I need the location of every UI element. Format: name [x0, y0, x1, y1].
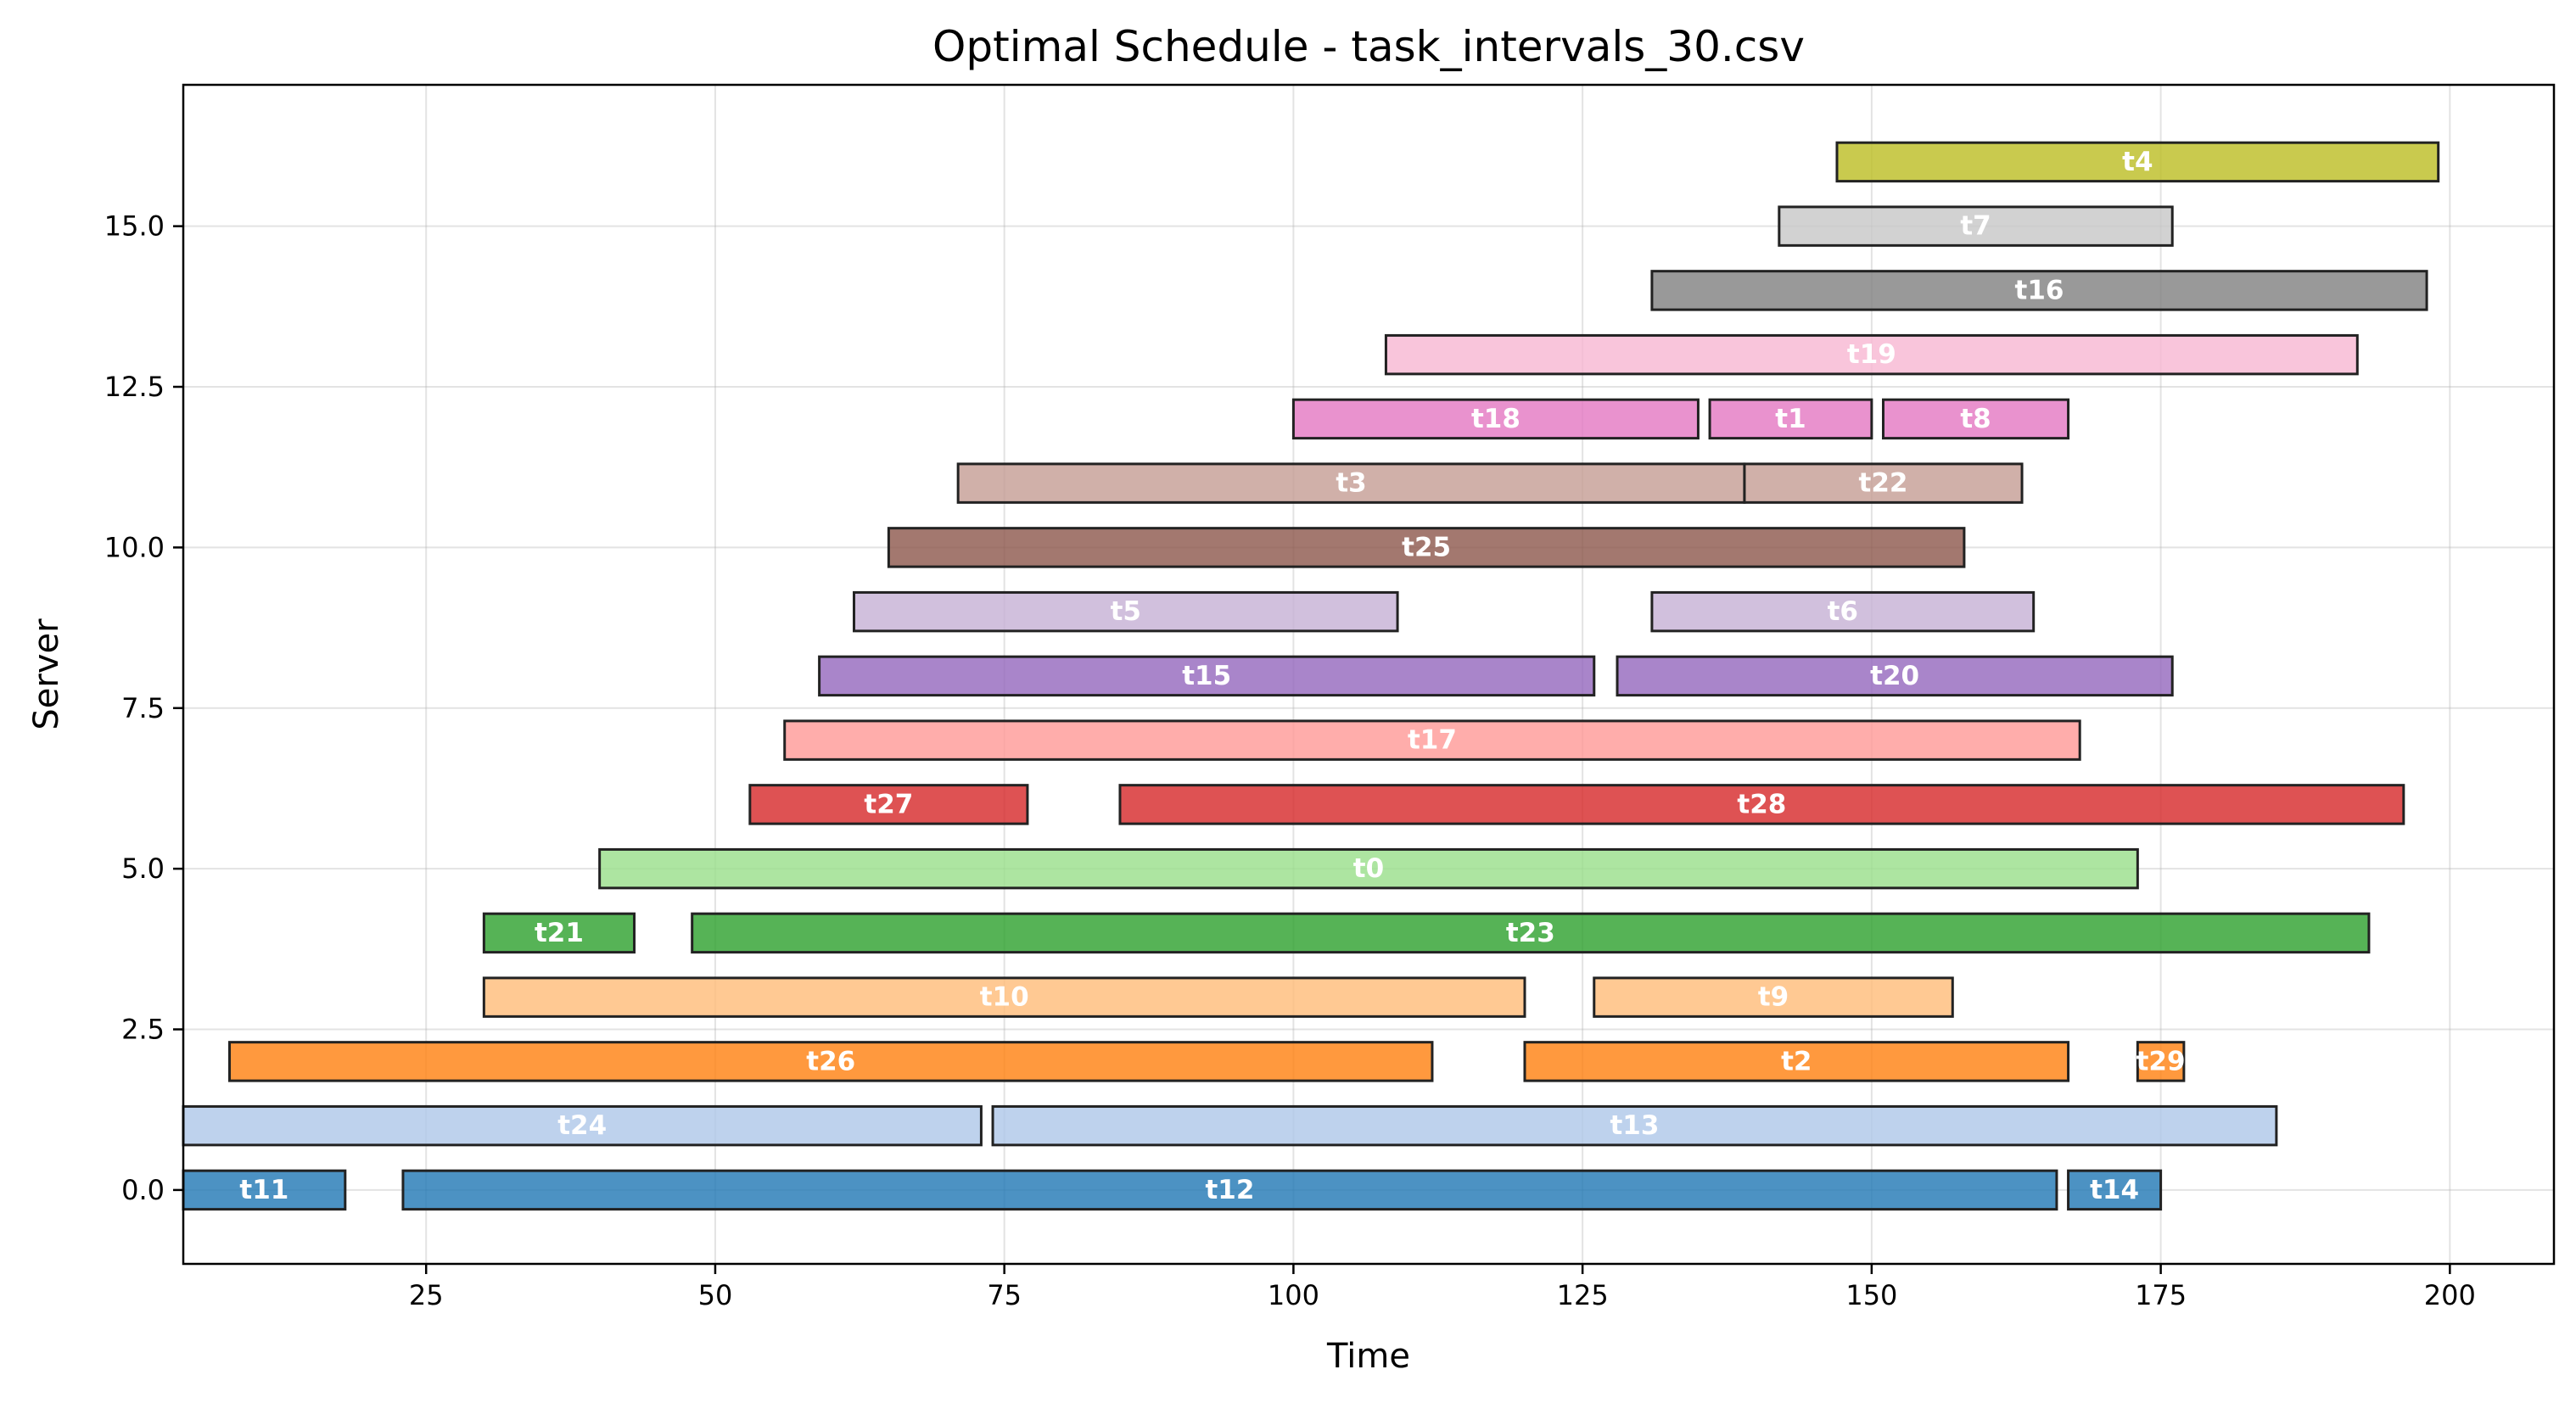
- task-bar-t0: [598, 847, 2139, 890]
- task-label-t21: t21: [535, 918, 584, 948]
- task-bar-t23: [691, 912, 2371, 954]
- task-label-t10: t10: [980, 982, 1029, 1013]
- task-label-t6: t6: [1828, 596, 1858, 627]
- y-tick-label: 0.0: [121, 1174, 165, 1206]
- task-bars: [182, 141, 2440, 1211]
- task-label-t5: t5: [1111, 596, 1141, 627]
- task-bar-t24: [182, 1104, 983, 1147]
- task-label-t23: t23: [1506, 918, 1555, 948]
- task-bar-t29: [2136, 1041, 2186, 1082]
- task-label-t17: t17: [1408, 725, 1457, 756]
- task-bar-t26: [228, 1041, 1434, 1082]
- task-label-t29: t29: [2136, 1046, 2186, 1076]
- x-tick-label: 25: [409, 1279, 444, 1311]
- task-bar-t22: [1743, 462, 2024, 504]
- x-axis-title: Time: [1326, 1337, 1410, 1376]
- y-tick-label: 12.5: [104, 371, 165, 403]
- task-label-t24: t24: [557, 1110, 607, 1141]
- task-bar-t14: [2067, 1169, 2163, 1211]
- task-bar-t20: [1616, 655, 2174, 697]
- task-bar-t1: [1708, 398, 1873, 440]
- x-tick-label: 175: [2135, 1279, 2187, 1311]
- task-label-t2: t2: [1781, 1046, 1812, 1076]
- task-bar-t2: [1523, 1041, 2070, 1082]
- y-axis-title: Server: [27, 618, 66, 730]
- plot-frame: [182, 83, 2556, 1266]
- task-bar-t8: [1882, 398, 2070, 440]
- x-axis: 25 50 75 100 125 150 175 200: [409, 1264, 2476, 1311]
- task-bar-t12: [401, 1169, 2058, 1211]
- task-label-t20: t20: [1870, 661, 1919, 691]
- task-bar-t4: [1835, 141, 2440, 183]
- task-bar-t10: [482, 976, 1526, 1018]
- task-label-t13: t13: [1610, 1110, 1659, 1141]
- task-bar-t16: [1650, 270, 2428, 311]
- task-label-t16: t16: [2015, 275, 2064, 305]
- task-bar-t27: [748, 784, 1029, 825]
- task-label-t27: t27: [864, 789, 913, 819]
- task-label-t9: t9: [1758, 982, 1789, 1013]
- task-bar-t19: [1384, 333, 2359, 376]
- x-tick-label: 200: [2424, 1279, 2476, 1311]
- task-label-t14: t14: [2090, 1175, 2139, 1205]
- task-bar-t11: [182, 1169, 347, 1211]
- task-label-t11: t11: [239, 1175, 288, 1205]
- task-label-t1: t1: [1775, 404, 1806, 434]
- task-bar-t7: [1778, 205, 2174, 247]
- task-label-t26: t26: [806, 1046, 855, 1076]
- x-tick-label: 75: [987, 1279, 1022, 1311]
- task-bar-t13: [991, 1104, 2278, 1147]
- task-labels: t11 t12 t14 t24 t13 t26 t2 t29 t10 t9 t21 t23 t0 t27 t…: [239, 147, 2185, 1205]
- x-tick-label: 125: [1557, 1279, 1609, 1311]
- task-label-t28: t28: [1737, 789, 1786, 819]
- x-tick-label: 50: [698, 1279, 733, 1311]
- task-label-t15: t15: [1182, 661, 1231, 691]
- task-bar-t15: [818, 655, 1596, 697]
- x-tick-label: 100: [1268, 1279, 1319, 1311]
- y-axis: 0.0 2.5 5.0 7.5 10.0 12.5 15.0: [104, 210, 183, 1206]
- task-bar-t3: [956, 462, 1746, 504]
- task-bar-t17: [783, 719, 2081, 761]
- task-label-t18: t18: [1471, 404, 1520, 434]
- task-label-t22: t22: [1859, 468, 1908, 499]
- task-label-t25: t25: [1402, 532, 1451, 562]
- task-label-t7: t7: [1960, 211, 1991, 242]
- x-tick-label: 150: [1845, 1279, 1897, 1311]
- task-bar-t28: [1118, 784, 2405, 825]
- task-bar-t6: [1650, 590, 2036, 633]
- task-bar-t21: [482, 912, 636, 954]
- y-tick-label: 5.0: [121, 852, 165, 885]
- y-tick-label: 7.5: [121, 692, 165, 724]
- task-label-t0: t0: [1353, 853, 1384, 884]
- task-bar-t9: [1593, 976, 1954, 1018]
- task-bar-t5: [852, 590, 1399, 633]
- task-label-t8: t8: [1960, 404, 1991, 434]
- task-bar-t18: [1291, 398, 1700, 440]
- y-tick-label: 2.5: [121, 1014, 165, 1046]
- task-label-t3: t3: [1336, 468, 1366, 499]
- task-label-t19: t19: [1847, 339, 1896, 370]
- task-bar-t25: [887, 527, 1966, 568]
- task-label-t4: t4: [2122, 147, 2153, 177]
- y-tick-label: 15.0: [104, 210, 165, 243]
- task-label-t12: t12: [1205, 1175, 1254, 1205]
- y-tick-label: 10.0: [104, 531, 165, 563]
- chart-title: Optimal Schedule - task_intervals_30.csv: [932, 22, 1805, 71]
